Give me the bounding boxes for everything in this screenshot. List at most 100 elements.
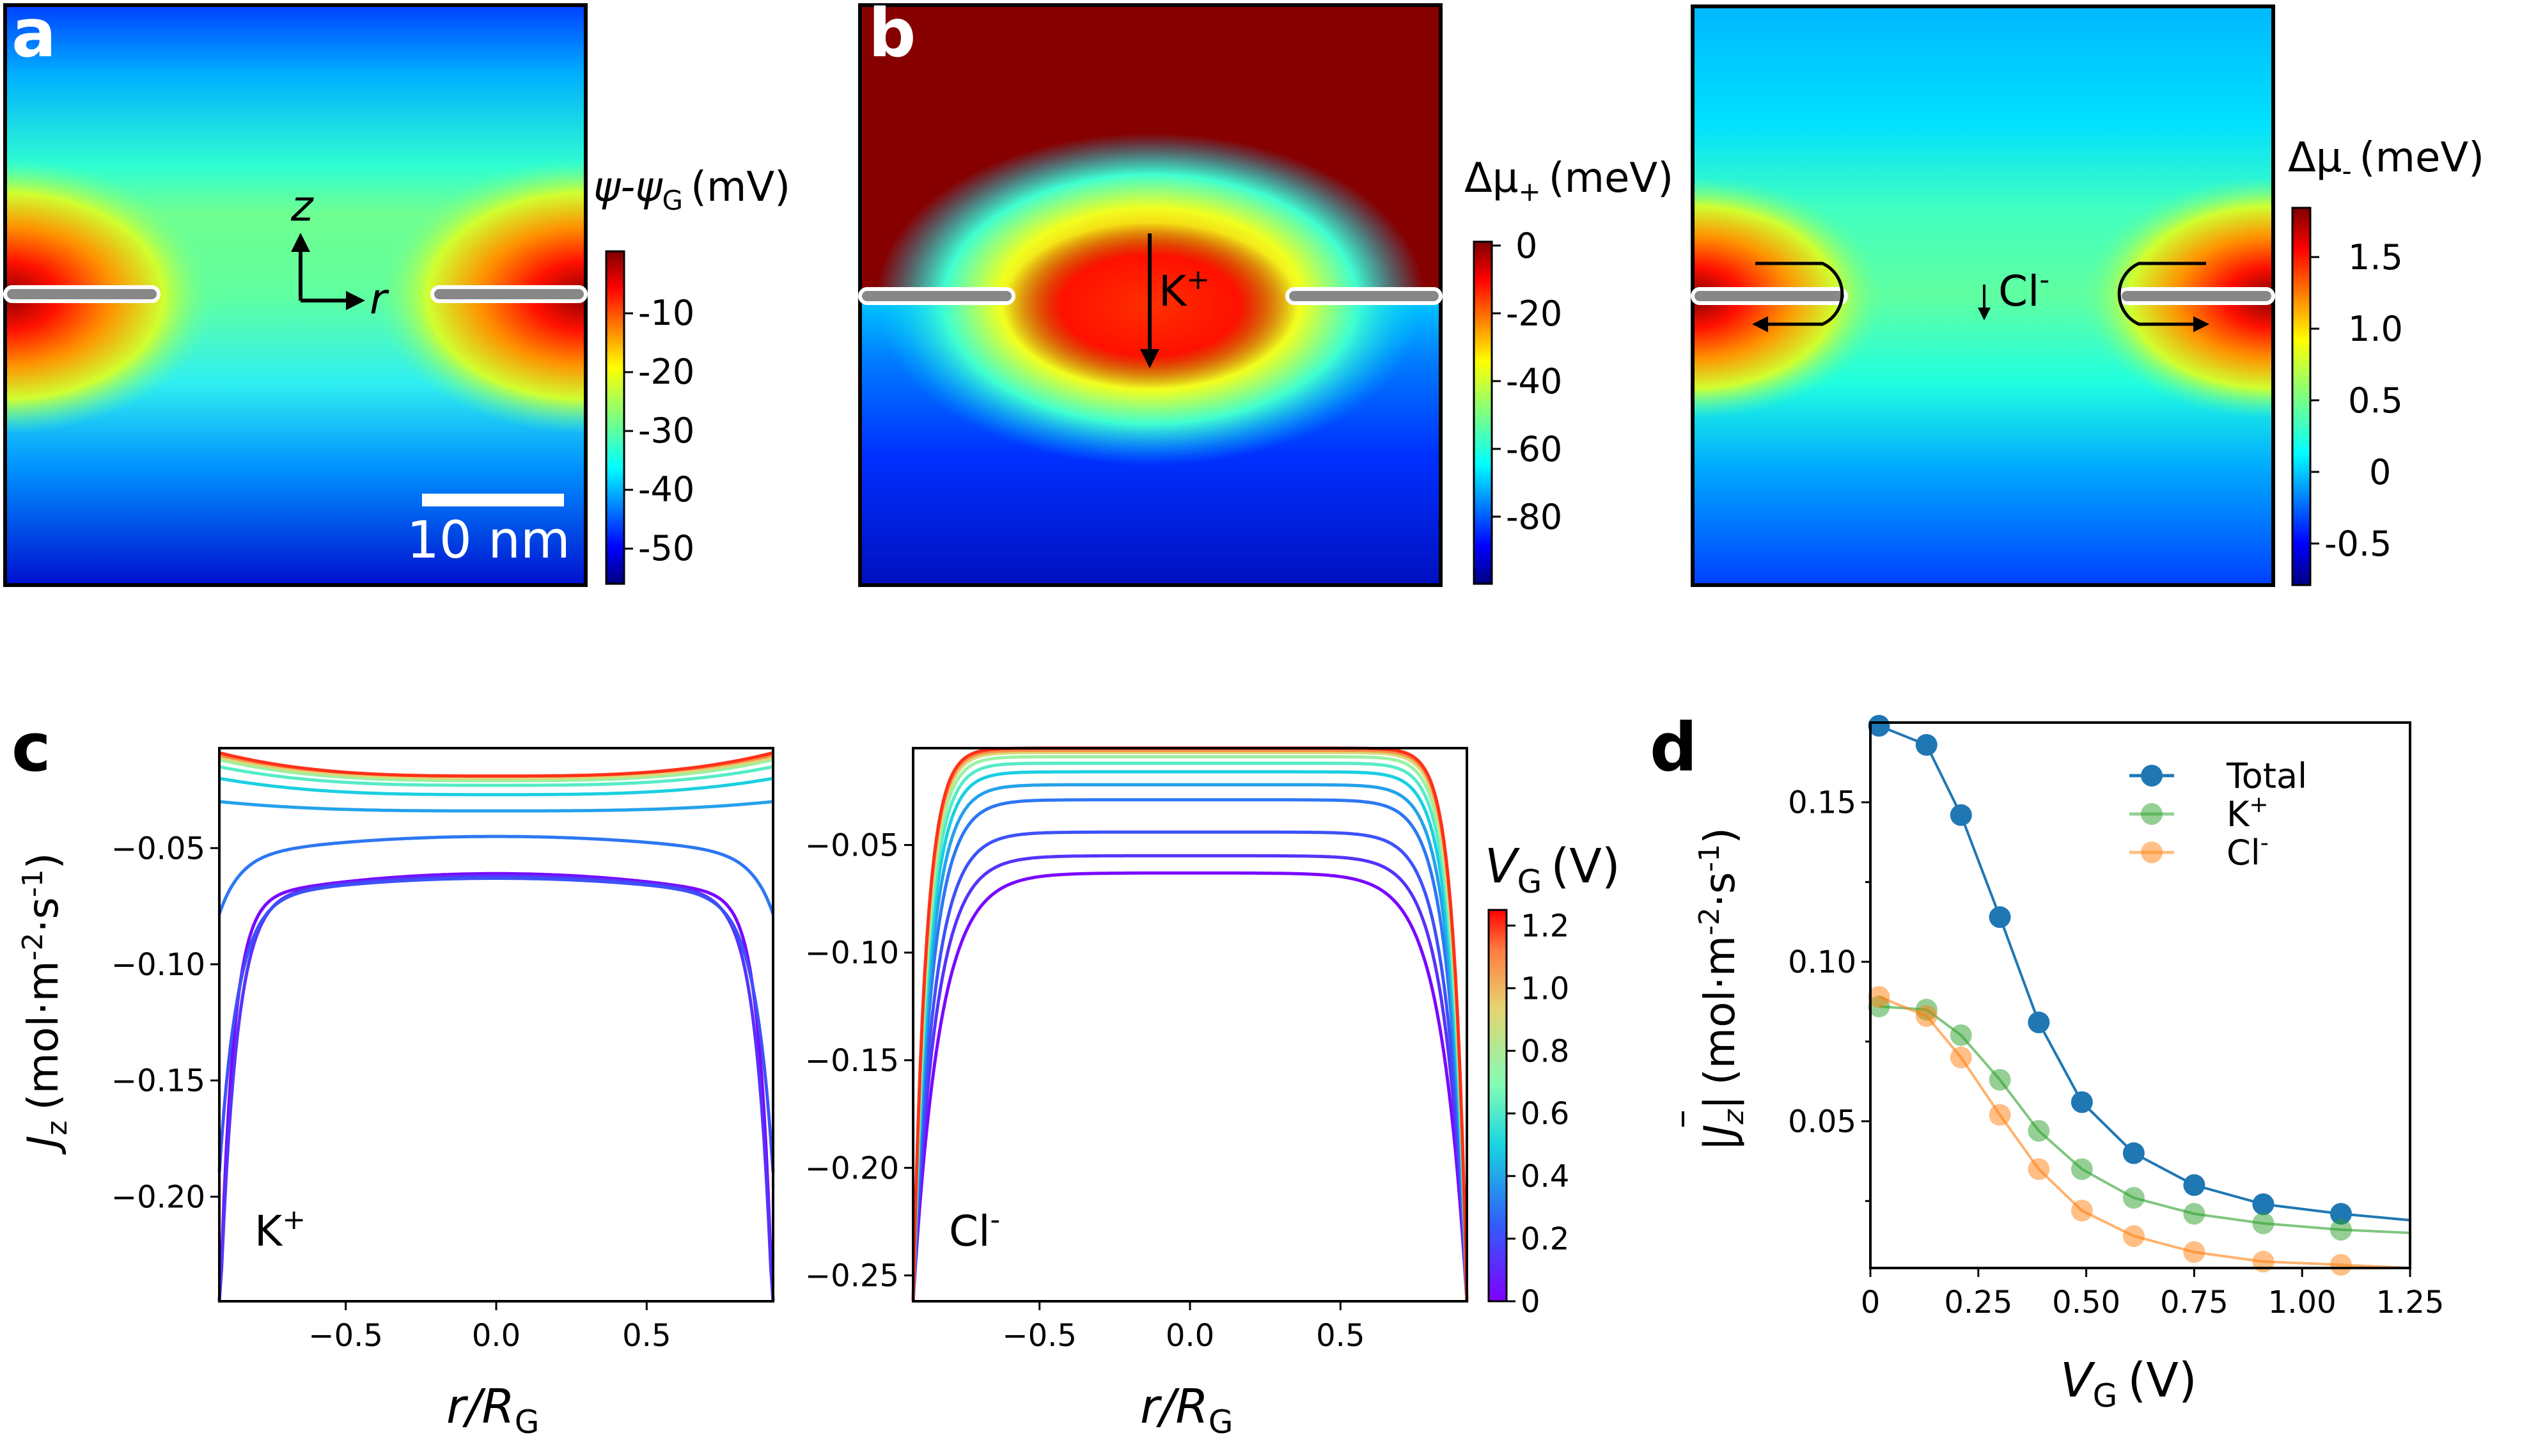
colorbar-vg-tick: 0 [1521,1284,1540,1320]
colorbar-vg [1487,909,1508,1303]
data-point [2329,1219,2352,1241]
y-tick-label: 0.05 [1788,1104,1856,1140]
panel-c-left: −0.5 0.0 0.5 −0.05−0.10−0.15−0.20 K+ r/RG … [17,747,775,1441]
data-point [1868,985,1890,1008]
flux-profile-series-1 [911,854,1469,1302]
colorbar-a-tick: -50 [638,528,694,568]
data-point [2252,1212,2275,1235]
colorbar-b-tick: -40 [1506,361,1562,402]
flux-profile-series-8 [911,751,1469,1301]
colorbar-b-tick: -20 [1506,294,1562,334]
membrane-right [1285,287,1443,305]
colorbar-a-label: ψ-ψG (mV) [593,164,790,216]
data-point [1950,1024,1972,1046]
circulation-arrow-right [2117,262,2209,333]
colorbar-a-tick: -10 [638,293,694,333]
flux-profile-series-5 [911,770,1469,1301]
flux-profile-series-1 [217,874,775,1302]
colorbar-vg-tick: 0.6 [1521,1096,1569,1132]
x-tick-label: 0.5 [622,1318,671,1354]
panel-b2: Cl- 1.5 1.0 0.5 0 -0.5 Δμ- (meV) [1691,4,2484,587]
colorbar-vg-tick: 0.8 [1521,1033,1569,1069]
colorbar-vg-tick: 0.2 [1521,1221,1569,1257]
ion-label-b: K+ [1159,263,1210,316]
colorbar-vg-tick: 0.4 [1521,1159,1569,1194]
y-tick-label: −0.10 [805,935,899,971]
data-point [1868,714,1890,737]
data-point [2183,1174,2205,1196]
panel-b: K+ b 0 -20 -40 -60 -80 Δμ+ (meV) [858,0,1673,587]
membrane-left [3,285,161,303]
membrane-right [430,285,588,303]
colorbar-b2-label: Δμ- (meV) [2288,134,2484,187]
legend-label-total: Total [2226,756,2307,796]
flux-profile-series-0 [217,872,775,1302]
colorbar-a-ticks: -10 -20 -30 -40 -50 [624,293,694,568]
x-tick-label: 0.5 [1316,1318,1365,1354]
data-point [1915,1005,1938,1027]
x-tick-label: 1.00 [2268,1285,2337,1320]
y-tick-label: −0.05 [805,827,899,863]
y-tick-label: −0.05 [111,831,205,866]
legend-label-clminus: Cl- [2227,830,2269,873]
data-point [2183,1241,2205,1264]
data-point [1950,1046,1972,1069]
flux-profile-series-3 [217,834,775,915]
colorbar-b2-tick: 0.5 [2348,380,2403,421]
x-tick-label: −0.5 [1002,1318,1077,1354]
flux-profile-series-10 [219,751,774,778]
flux-profile-series-7 [911,755,1469,1301]
data-point [2071,1200,2093,1222]
colorbar-b-tick: -60 [1506,429,1562,469]
data-point [2329,1203,2352,1225]
colorbar-a-tick: -20 [638,352,694,392]
data-point [2028,1120,2050,1142]
flux-profile-series-5 [219,776,774,797]
y-tick-label: 0.10 [1788,944,1856,980]
data-point [1989,1104,2011,1126]
colorbar-vg-ticks: 1.2 1.0 0.8 0.6 0.4 0.2 0 [1507,908,1569,1320]
data-point [2028,1158,2050,1180]
flux-profile-series-4 [911,783,1469,1301]
flux-profile-series-6 [219,765,774,787]
data-point [1915,733,1938,756]
axis-z-label: z [290,182,314,231]
membrane-left [1691,287,1848,305]
circulation-arrow-left [1752,262,1844,333]
data-point [2122,1225,2145,1248]
axis-r-label: r [370,274,389,324]
colorbar-a-tick: -30 [638,411,694,451]
y-tick-label: −0.10 [111,947,205,983]
data-point [2028,1011,2050,1033]
y-tick-label: −0.25 [805,1258,899,1294]
x-tick-label: −0.5 [308,1318,383,1354]
flux-profile-series-6 [911,762,1469,1301]
flux-profile-series-4 [219,800,774,813]
legend-marker-kplus [2141,803,2163,825]
legend-label-kplus: K+ [2227,792,2269,834]
panel-letter-c: c [12,708,51,787]
legend-marker-clminus [2141,842,2163,863]
data-point [1950,804,1972,826]
colorbar-b-tick: -80 [1506,497,1562,537]
colorbar-b [1473,240,1493,585]
data-point [1989,1069,2011,1091]
x-tick-label: 0.0 [472,1318,521,1354]
plot-annotation: K+ [254,1203,306,1256]
colorbar-a-tick: -40 [638,469,694,510]
colorbar-b2-tick: 1.0 [2348,309,2403,349]
membrane-right [2118,287,2275,305]
flux-profile-series-2 [911,830,1469,1302]
flux-profile-series-8 [219,756,774,780]
x-tick-label: 0 [1861,1285,1881,1320]
data-point [1989,906,2011,928]
data-point [2329,1254,2352,1276]
x-tick-label: 0.25 [1944,1285,2012,1320]
colorbar-b2-tick: -0.5 [2324,524,2392,564]
panel-letter-a: a [12,0,56,72]
colorbar-b2-tick: 0 [2369,452,2391,492]
y-tick-label: −0.15 [111,1063,205,1099]
colorbar-vg-tick: 1.2 [1521,908,1569,944]
flux-profile-series-0 [911,871,1469,1302]
